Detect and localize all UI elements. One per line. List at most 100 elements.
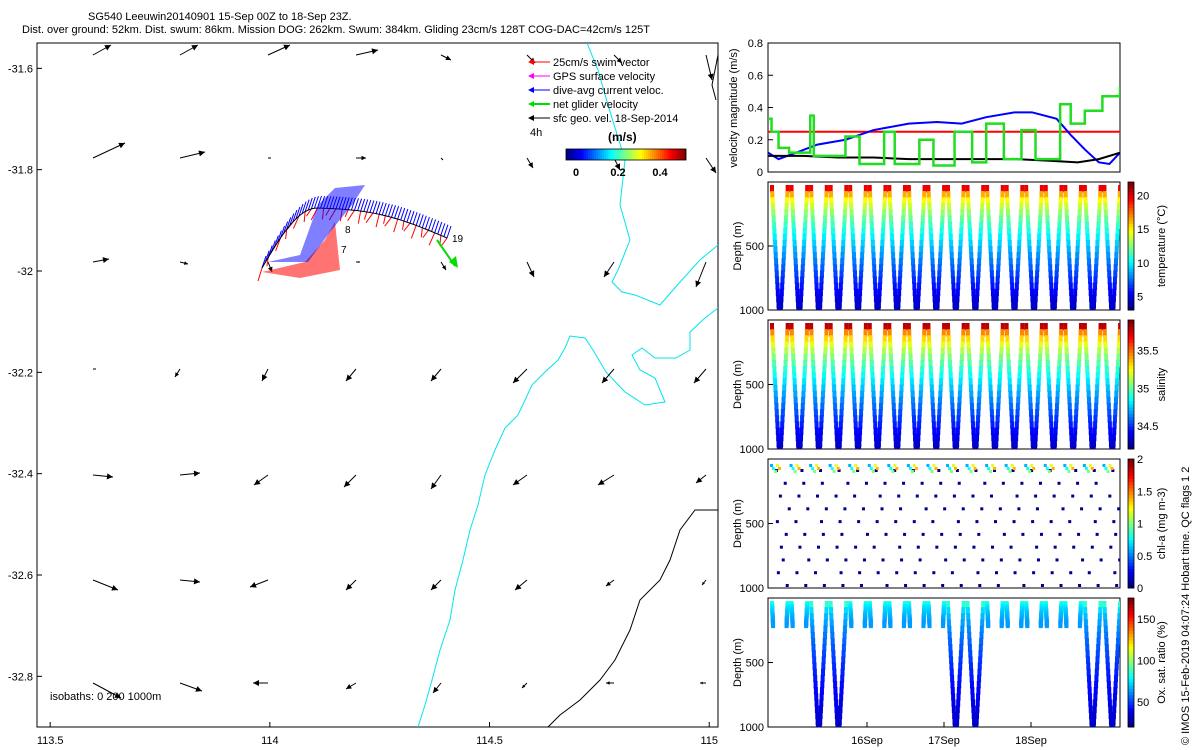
profile-down [1088, 699, 1093, 707]
chl-point [948, 467, 951, 470]
profile-up [860, 384, 865, 392]
profile-down [1108, 439, 1113, 448]
profile-down [965, 607, 970, 615]
colorbar-cell [1128, 294, 1134, 298]
colorbar-cell [662, 149, 665, 160]
profile-up [1112, 276, 1117, 284]
profile-up [1018, 221, 1023, 229]
colorbar-cell [670, 149, 673, 160]
profile-down [1027, 384, 1032, 392]
swim-vector [303, 211, 306, 223]
profile-panel-2 [767, 319, 1135, 450]
profile-down [829, 613, 834, 621]
profile-down [988, 384, 993, 392]
colorbar-cell [1128, 668, 1134, 673]
chl-point [873, 464, 877, 467]
profile-up [785, 323, 790, 331]
colorbar-cell [1128, 371, 1134, 376]
profile-down [1108, 705, 1113, 713]
profile-up [1034, 415, 1039, 423]
profile-up [1092, 439, 1097, 448]
profile-down [1068, 282, 1073, 290]
profile-down [950, 396, 955, 405]
profile-down [1068, 270, 1073, 278]
profile-down [833, 693, 838, 701]
profile-down [849, 203, 854, 211]
profile-up [821, 246, 826, 254]
chl-point [1013, 571, 1017, 575]
geo-arrowhead [346, 684, 352, 689]
colorbar-cell [1128, 239, 1134, 244]
profile-up [1014, 282, 1019, 290]
profile-down [927, 203, 932, 211]
colorbar-cell [1128, 439, 1134, 444]
profile-down [849, 353, 854, 362]
colorbar-cell [638, 149, 641, 160]
chl-point [1081, 558, 1085, 562]
colorbar-cell [1128, 555, 1134, 560]
chl-point [795, 571, 799, 575]
profile-down [868, 341, 873, 349]
profile-down [1050, 300, 1055, 309]
profile-up [1072, 446, 1077, 449]
profile-up [1017, 233, 1022, 242]
colorbar-cell [1128, 643, 1134, 647]
colorbar-label: Ox. sat. ratio (%) [1156, 621, 1168, 704]
profile-down [813, 264, 818, 272]
profile-up [860, 252, 865, 260]
profile-down [970, 402, 975, 411]
profile-down [834, 427, 839, 435]
colorbar-tick: 0.2 [610, 167, 625, 179]
profile-up [976, 680, 981, 689]
profile-down [834, 294, 839, 303]
sfc-geo-velocity-field [92, 44, 717, 699]
profile-up [860, 239, 865, 248]
legend-item: 25cm/s swim vector [553, 57, 650, 69]
profile-down [810, 619, 815, 627]
chl-point [797, 467, 801, 470]
profile-up [1117, 197, 1120, 205]
profile-up [819, 693, 824, 701]
colorbar-cell [1128, 306, 1134, 311]
profile-down [1084, 209, 1089, 217]
dive-avg-current [360, 198, 366, 212]
velocity-line [768, 151, 1120, 164]
profile-up [1074, 264, 1079, 272]
profile-down [793, 396, 798, 405]
colorbar-cell [1128, 620, 1134, 625]
profile-down [810, 625, 815, 634]
profile-up [859, 402, 864, 411]
profile-up [784, 197, 789, 205]
profile-down [892, 409, 897, 417]
profile-up [1092, 427, 1097, 435]
colorbar-cell [628, 149, 631, 160]
profile-up [1034, 276, 1039, 284]
profile-down [910, 258, 915, 266]
profile-down [1103, 209, 1108, 217]
chl-point [1018, 558, 1022, 562]
profile-up [784, 620, 789, 629]
profile-down [1049, 294, 1054, 303]
profile-up [1092, 717, 1097, 726]
profile-down [1066, 239, 1071, 248]
profile-down [1006, 353, 1011, 362]
profile-down [1103, 335, 1108, 343]
profile-up [862, 203, 867, 211]
chl-point [1059, 584, 1063, 587]
colorbar-cell [1128, 459, 1134, 463]
profile-down [775, 276, 780, 284]
geo-arrowhead [102, 257, 109, 264]
profile-down [912, 427, 917, 435]
colorbar-cell [666, 149, 669, 160]
profile-up [863, 323, 868, 331]
profile-up [839, 409, 844, 417]
profile-down [793, 258, 798, 266]
profile-down [854, 294, 859, 303]
profile-down [1011, 439, 1016, 448]
profile-up [940, 353, 945, 362]
profile-down [1030, 427, 1035, 435]
profile-down [872, 409, 877, 417]
dive-avg-current [273, 235, 279, 248]
colorbar-cell [1128, 497, 1134, 502]
profile-up [974, 724, 979, 727]
